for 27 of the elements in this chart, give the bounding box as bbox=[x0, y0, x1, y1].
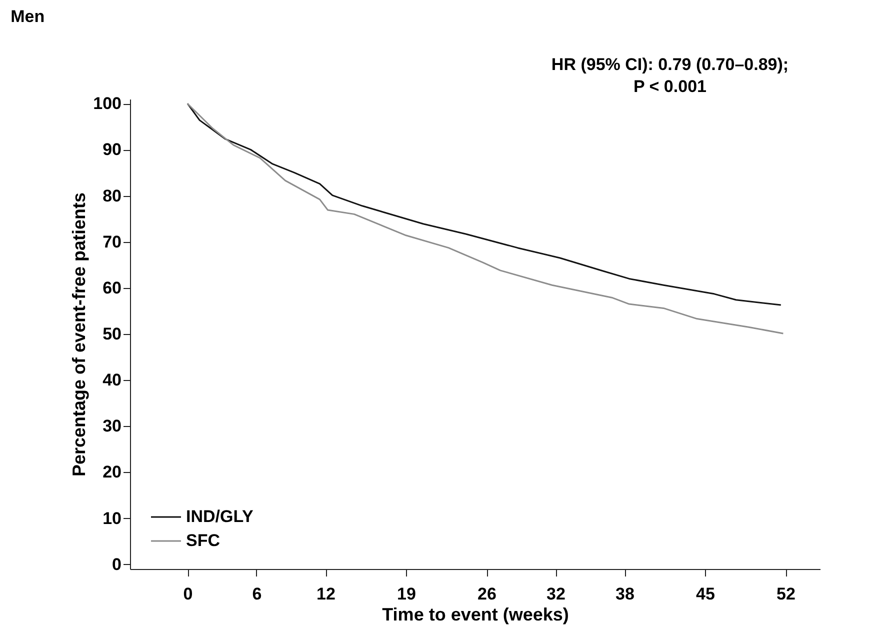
x-tick-label: 38 bbox=[616, 584, 634, 604]
x-tick-label: 6 bbox=[252, 584, 262, 604]
x-tick-label: 26 bbox=[478, 584, 496, 604]
chart-title: Men bbox=[10, 7, 45, 26]
y-tick-label: 90 bbox=[102, 140, 122, 160]
y-tick-label: 70 bbox=[102, 232, 122, 252]
x-tick-label: 12 bbox=[316, 584, 336, 604]
y-tick-label: 80 bbox=[102, 186, 122, 206]
y-tick-label: 30 bbox=[102, 416, 122, 436]
y-tick-label: 0 bbox=[112, 554, 122, 574]
y-tick-label: 60 bbox=[102, 278, 122, 298]
legend-label: IND/GLY bbox=[186, 507, 254, 526]
y-tick-label: 50 bbox=[102, 324, 122, 344]
x-tick-label: 0 bbox=[183, 584, 193, 604]
x-tick-label: 45 bbox=[696, 584, 715, 604]
y-axis-title: Percentage of event-free patients bbox=[69, 192, 90, 477]
x-tick-label: 52 bbox=[776, 584, 796, 604]
y-tick-label: 100 bbox=[93, 94, 122, 114]
legend-label: SFC bbox=[186, 531, 220, 550]
y-tick-label: 40 bbox=[102, 370, 122, 390]
text: P < 0.001 bbox=[634, 77, 706, 96]
text: HR (95% CI): 0.79 (0.70–0.89); bbox=[551, 55, 789, 74]
x-axis-title: Time to event (weeks) bbox=[382, 604, 569, 624]
y-tick-label: 10 bbox=[102, 508, 122, 528]
x-tick-label: 19 bbox=[397, 584, 416, 604]
x-tick-label: 32 bbox=[546, 584, 566, 604]
y-tick-label: 20 bbox=[102, 462, 122, 482]
